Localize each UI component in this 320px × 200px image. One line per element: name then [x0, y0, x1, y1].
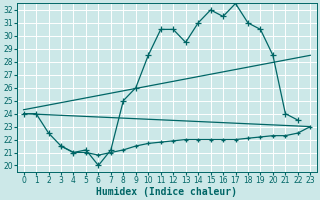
- X-axis label: Humidex (Indice chaleur): Humidex (Indice chaleur): [96, 186, 237, 197]
